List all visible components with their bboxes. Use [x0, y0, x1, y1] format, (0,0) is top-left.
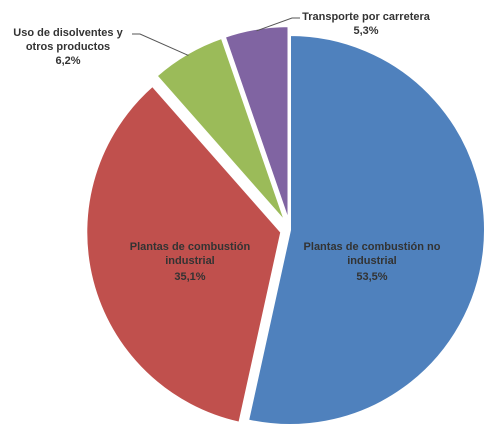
slice-value: 6,2% — [55, 55, 81, 67]
pie-slice — [246, 33, 486, 426]
slice-label: Plantas de combustión no industrial — [303, 241, 441, 267]
leader-line — [132, 33, 189, 56]
pie-slice — [85, 84, 283, 424]
slice-label: Plantas de combustión industrial — [129, 241, 251, 267]
slice-value: 53,5% — [356, 271, 388, 283]
slice-label: Uso de disolventes y otros productos — [13, 27, 123, 53]
leader-line — [256, 17, 300, 32]
slice-value: 5,3% — [353, 25, 379, 37]
pie-slice — [155, 36, 287, 223]
slice-label: Transporte por carretera — [302, 11, 430, 23]
pie-slice — [223, 25, 290, 222]
slice-value: 35,1% — [174, 271, 206, 283]
